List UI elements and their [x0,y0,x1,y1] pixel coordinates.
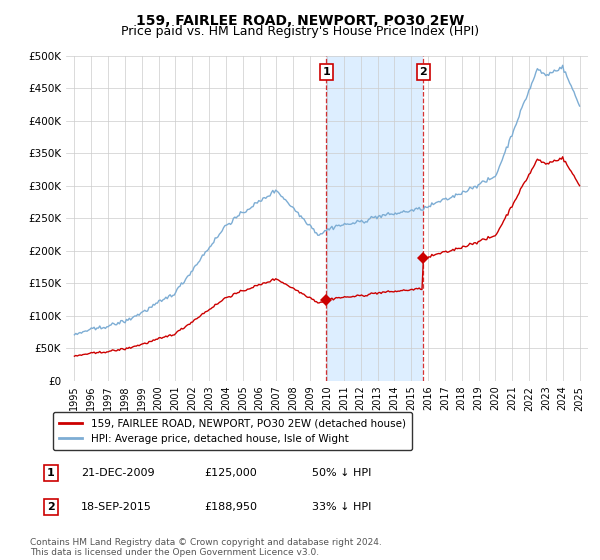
Text: 21-DEC-2009: 21-DEC-2009 [81,468,155,478]
Text: 18-SEP-2015: 18-SEP-2015 [81,502,152,512]
Legend: 159, FAIRLEE ROAD, NEWPORT, PO30 2EW (detached house), HPI: Average price, detac: 159, FAIRLEE ROAD, NEWPORT, PO30 2EW (de… [53,412,412,450]
Text: Contains HM Land Registry data © Crown copyright and database right 2024.
This d: Contains HM Land Registry data © Crown c… [30,538,382,557]
Text: Price paid vs. HM Land Registry's House Price Index (HPI): Price paid vs. HM Land Registry's House … [121,25,479,38]
Text: 1: 1 [323,67,331,77]
Text: £125,000: £125,000 [204,468,257,478]
Text: 33% ↓ HPI: 33% ↓ HPI [312,502,371,512]
Text: 2: 2 [419,67,427,77]
Text: 50% ↓ HPI: 50% ↓ HPI [312,468,371,478]
Text: 159, FAIRLEE ROAD, NEWPORT, PO30 2EW: 159, FAIRLEE ROAD, NEWPORT, PO30 2EW [136,14,464,28]
Text: 2: 2 [47,502,55,512]
Text: £188,950: £188,950 [204,502,257,512]
Text: 1: 1 [47,468,55,478]
Bar [326,56,424,381]
